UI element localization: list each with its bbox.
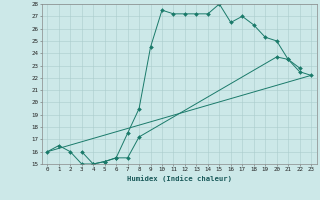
X-axis label: Humidex (Indice chaleur): Humidex (Indice chaleur) [127,175,232,182]
